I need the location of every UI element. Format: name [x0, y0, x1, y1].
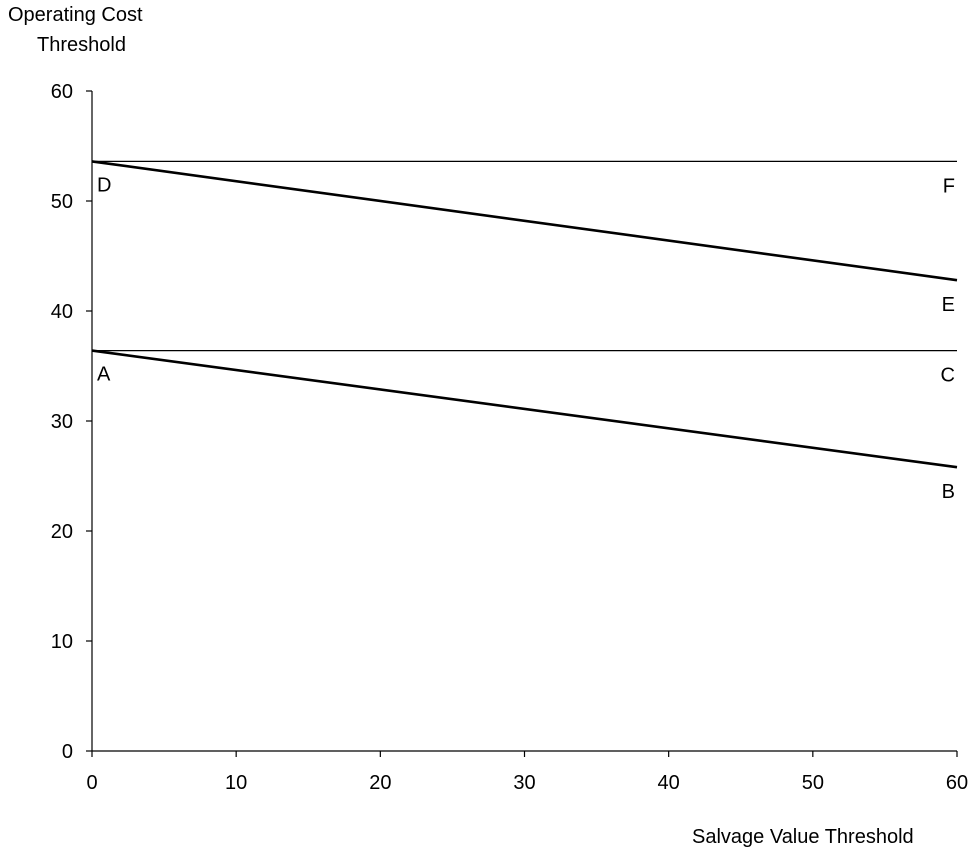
point-label-b: B [942, 481, 955, 503]
x-tick-label: 20 [369, 772, 391, 794]
y-tick-label: 40 [51, 301, 73, 323]
y-axis-title-line-1: Operating Cost [8, 4, 143, 26]
x-tick-label: 30 [513, 772, 535, 794]
y-tick-label: 50 [51, 191, 73, 213]
x-tick-label: 0 [86, 772, 97, 794]
y-tick-label: 0 [62, 741, 73, 763]
point-label-f: F [943, 175, 955, 197]
point-label-e: E [942, 294, 955, 316]
y-tick-label: 60 [51, 81, 73, 103]
y-tick-label: 20 [51, 521, 73, 543]
series-line-4 [91, 349, 958, 469]
point-label-c: C [941, 365, 955, 387]
x-tick-label: 10 [225, 772, 247, 794]
x-axis-title: Salvage Value Threshold [692, 826, 914, 848]
series-line-2 [91, 160, 958, 282]
x-tick-label: 60 [946, 772, 968, 794]
point-label-d: D [97, 174, 111, 196]
y-tick-label: 30 [51, 411, 73, 433]
x-tick-label: 40 [658, 772, 680, 794]
y-axis-title-line-2: Threshold [37, 34, 126, 56]
x-tick-label: 50 [802, 772, 824, 794]
point-label-a: A [97, 364, 111, 386]
y-tick-label: 10 [51, 631, 73, 653]
